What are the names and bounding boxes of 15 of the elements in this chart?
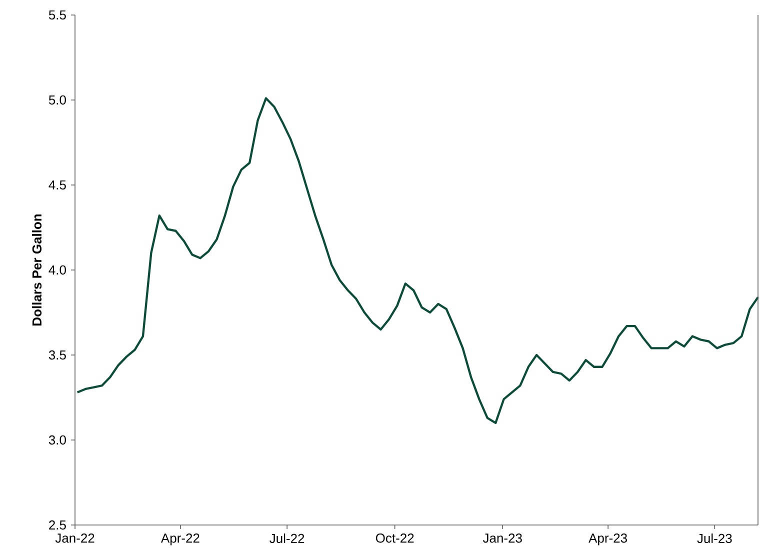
x-tick-label: Apr-22: [160, 534, 200, 546]
y-tick-label: 5.5: [48, 10, 66, 20]
y-tick-label: 5.0: [48, 95, 66, 105]
y-tick-label: 3.0: [48, 435, 66, 445]
y-axis-title: Dollars Per Gallon: [32, 214, 42, 326]
x-tick-label: Jul-23: [697, 534, 732, 544]
y-tick-label: 4.5: [48, 180, 66, 190]
x-tick-label: Jan-23: [482, 534, 522, 543]
x-tick-label: Apr-23: [588, 534, 627, 546]
x-tick-label: Oct-22: [376, 534, 414, 543]
y-tick-label: 3.5: [48, 350, 66, 360]
y-tick-label: 2.5: [49, 520, 66, 530]
x-tick-label: Jan-22: [55, 534, 94, 543]
x-tick-label: Jul-22: [270, 534, 304, 544]
y-tick-label: 4.0: [48, 265, 66, 275]
